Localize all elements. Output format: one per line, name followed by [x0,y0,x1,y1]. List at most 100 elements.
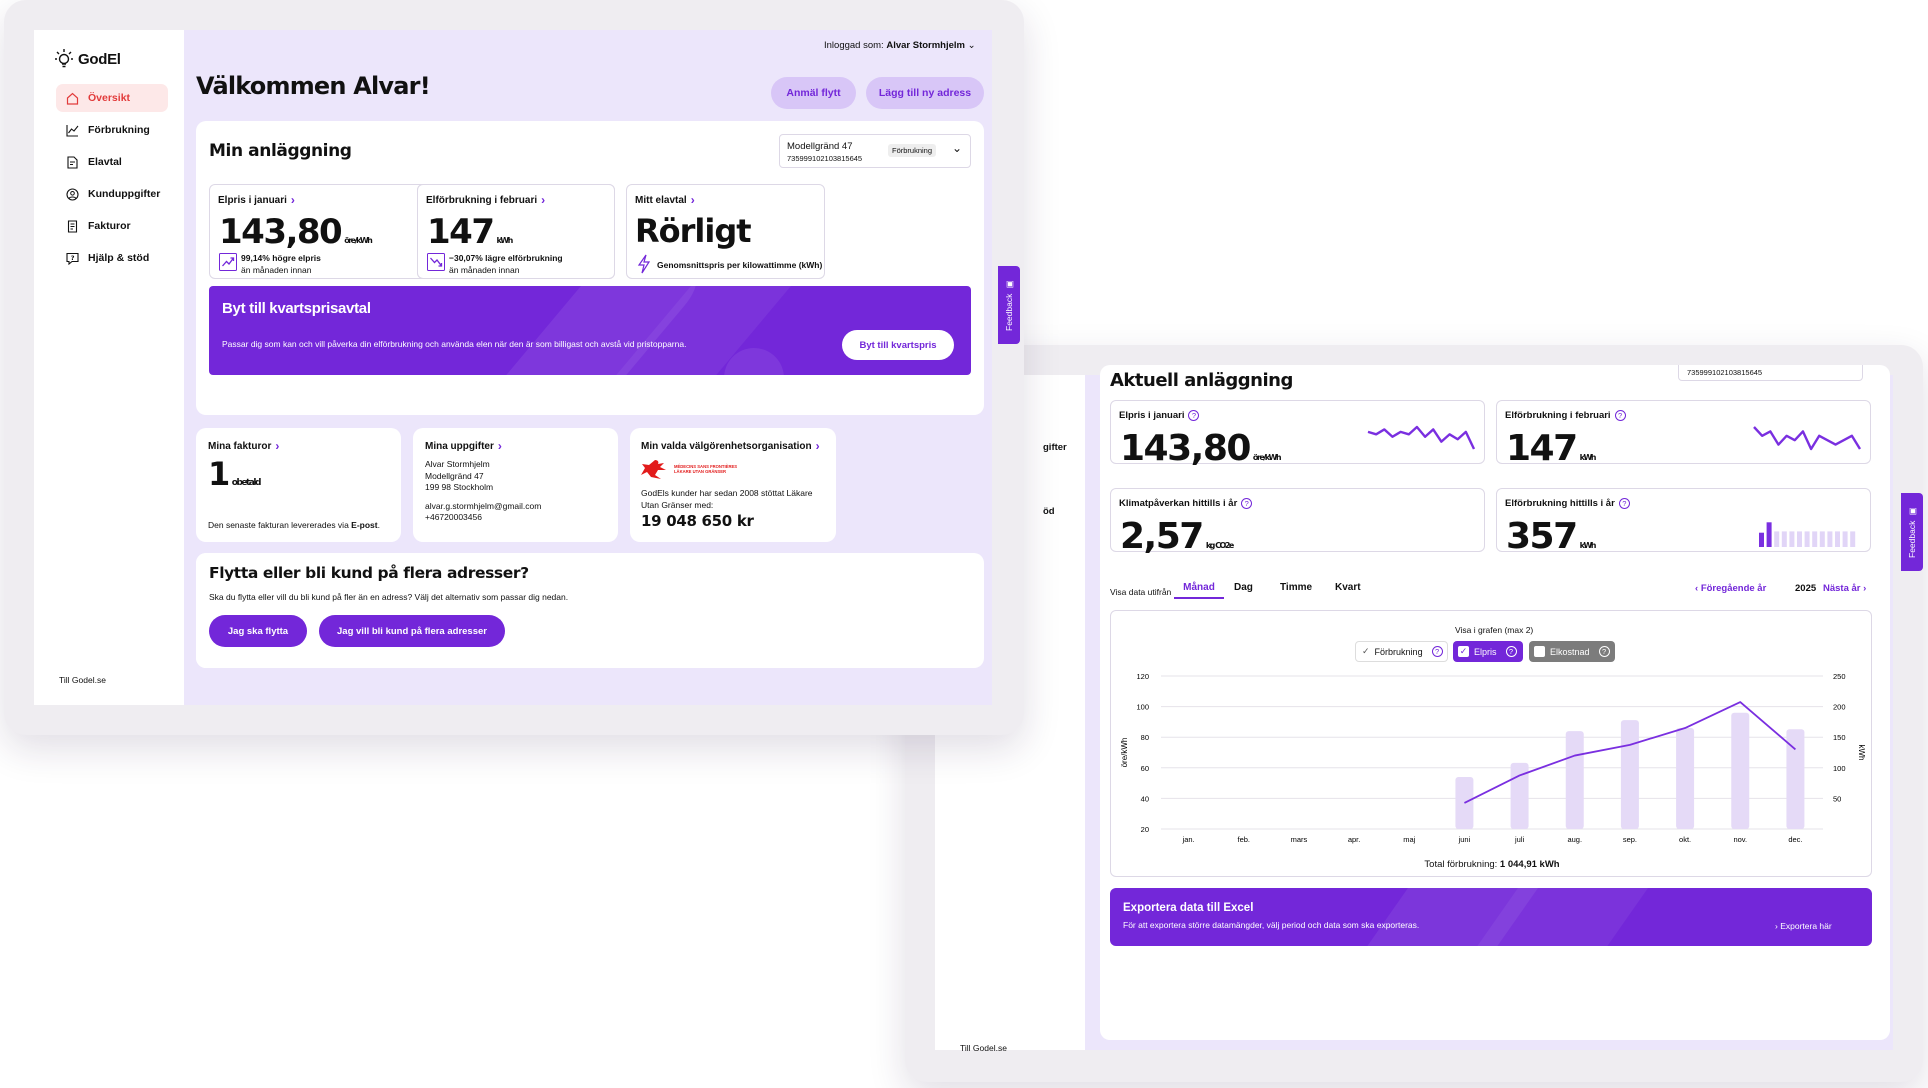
price-box[interactable]: Elpris i januari › 143,80 öre/kWh 99,14% h… [209,184,455,279]
multi-address-button[interactable]: Jag vill bli kund på flera adresser [319,615,505,647]
facility-card: Min anläggning Modellgränd 47 7359991021… [196,121,984,415]
details-link[interactable]: Mina uppgifter › [425,439,502,453]
prev-year-link[interactable]: ‹ Föregående år [1695,583,1767,594]
info-icon[interactable]: ? [1431,646,1443,657]
mini-bar [1842,531,1848,547]
x-tick-label: maj [1403,835,1415,844]
stat-card-consumption[interactable]: Elförbrukning i februari? 147 kWh [1496,400,1871,469]
details-address: Alvar Stormhjelm Modellgränd 47 199 98 Sto… [425,459,542,522]
contract-note: Genomsnittspris per kilowattimme (kWh) [657,260,823,270]
y2-tick-label: 250 [1833,672,1846,681]
sparkline [1753,426,1862,451]
legend-toggle-cost[interactable]: Elkostnad? [1529,641,1615,662]
x-tick-label: mars [1291,835,1308,844]
consumption-link[interactable]: Elförbrukning i februari › [426,193,546,207]
view-label: Visa data utifrån [1110,587,1172,597]
facility-heading: Aktuell anläggning [1110,370,1293,391]
sidebar-item-oversikt[interactable]: Översikt [56,84,168,112]
bar[interactable] [1510,762,1529,829]
legend-toggle-price[interactable]: ✓ Elpris? [1453,641,1523,662]
price-link[interactable]: Elpris i januari › [218,193,295,207]
y-axis-label: öre/kWh [1120,738,1129,768]
move-title: Flytta eller bli kund på flera adresser? [209,564,529,582]
checkbox-checked-icon: ✓ [1458,646,1469,657]
sparkline-path [1753,426,1862,451]
charity-link[interactable]: Min valda välgörenhetsorganisation › [641,439,820,453]
secondary-window: gifter öd Till Godel.se Aktuell anläggni… [905,345,1923,1082]
sidebar-item-elavtal[interactable]: Elavtal [56,148,168,176]
bar[interactable] [1786,729,1805,829]
consumption-box-main[interactable]: Elförbrukning i februari › 147 kWh −30,07%… [417,184,615,279]
stat-card-ytd[interactable]: Elförbrukning hittills i år? 357 kWh [1496,488,1871,557]
bar[interactable] [1455,776,1474,829]
add-address-button[interactable]: Lägg till ny adress [866,77,984,109]
feedback-tab[interactable]: Feedback ▣ [998,266,1020,344]
consumption-note: −30,07% lägre elförbrukning än månaden in… [449,253,563,275]
bar[interactable] [1565,731,1584,829]
mini-bar [1766,522,1772,547]
sidebar-item-kunduppgifter[interactable]: Kunduppgifter [56,180,168,208]
invoices-card: Mina fakturor › 1 obetald Den senaste fakt… [196,428,401,542]
next-year-link[interactable]: Nästa år › [1823,583,1867,594]
charity-text: GodEls kunder har sedan 2008 stöttat Läk… [641,488,813,510]
bar[interactable] [1620,720,1639,829]
move-text: Ska du flytta eller vill du bli kund på … [209,592,569,602]
checkbox-icon: ✓ [1362,646,1370,656]
facility-select[interactable]: 735999102103815645 [1678,365,1863,381]
switch-quarter-button[interactable]: Byt till kvartspris [842,330,954,360]
sidebar-item-hjalp[interactable]: ? Hjälp & stöd [56,244,168,272]
msf-wordmark: MÉDECINS SANS FRONTIÈRES LÄKARE UTAN GRÄN… [674,464,738,474]
stat-card-climate[interactable]: Klimatpåverkan hittills i år? 2,57 kg CO2… [1110,488,1485,557]
lightbulb-icon [55,49,73,68]
invoices-link[interactable]: Mina fakturor › [208,439,280,453]
info-icon[interactable]: ? [1241,498,1253,509]
info-icon[interactable]: ? [1598,646,1610,657]
contract-box[interactable]: Mitt elavtal › Rörligt Genomsnittspris pe… [626,184,825,279]
facility-badge: Förbrukning [888,144,937,157]
info-icon[interactable]: ? [1614,410,1626,421]
chart-line-icon [66,124,79,137]
user-menu[interactable]: Inloggad som: Alvar Stormhjelm ⌄ [824,40,976,51]
trend-up-icon [219,253,237,271]
sparkline [1367,425,1476,450]
x-tick-label: dec. [1788,835,1802,844]
info-icon[interactable]: ? [1618,498,1630,509]
document-edit-icon [67,155,78,169]
promo-title: Byt till kvartsprisavtal [222,300,371,317]
consumption-value: 147 kWh [427,212,513,252]
stat-card-price[interactable]: Elpris i januari? 143,80 öre/kWh [1110,400,1485,469]
feedback-tab[interactable]: Feedback ▣ [1901,493,1923,571]
mini-bar [1804,531,1810,547]
contract-link[interactable]: Mitt elavtal › [635,193,695,207]
sidebar-item-fakturor[interactable]: Fakturor [56,212,168,240]
y2-axis-label: kWh [1857,745,1866,761]
sidebar: GodEl Översikt Förbrukning Elavtal Kundu… [34,30,184,705]
move-now-button[interactable]: Jag ska flytta [209,615,307,647]
export-text: För att exportera större datamängder, vä… [1123,920,1420,930]
move-button[interactable]: Anmäl flytt [771,77,856,109]
x-tick-label: jan. [1182,835,1195,844]
info-icon[interactable]: ? [1188,410,1200,421]
chevron-right-icon: › [497,439,502,453]
bar[interactable] [1731,712,1750,829]
stat-label: Elförbrukning i februari? [1505,410,1626,421]
y-tick-label: 80 [1141,733,1149,742]
bar[interactable] [1676,728,1695,829]
mini-bar [1781,531,1787,547]
legend-toggle-consumption[interactable]: ✓ Förbrukning? [1355,641,1448,662]
facility-id: 735999102103815645 [1687,368,1763,377]
tab-quarter[interactable]: Kvart [1335,582,1361,593]
tab-month[interactable]: Månad [1174,571,1224,599]
footer-link[interactable]: Till Godel.se [59,675,106,685]
footer-link[interactable]: Till Godel.se [960,1043,1007,1053]
info-icon[interactable]: ? [1505,646,1517,657]
chevron-right-icon: › [275,439,280,453]
main-window: GodEl Översikt Förbrukning Elavtal Kundu… [4,0,1024,735]
tab-day[interactable]: Dag [1234,582,1253,593]
page-title: Välkommen Alvar! [196,72,431,100]
y-tick-label: 40 [1141,794,1149,803]
sidebar-item-forbrukning[interactable]: Förbrukning [56,116,168,144]
export-link[interactable]: › Exportera här [1775,921,1832,931]
facility-select[interactable]: Modellgränd 47 735999102103815645 Förbru… [779,134,971,168]
tab-hour[interactable]: Timme [1280,582,1313,593]
